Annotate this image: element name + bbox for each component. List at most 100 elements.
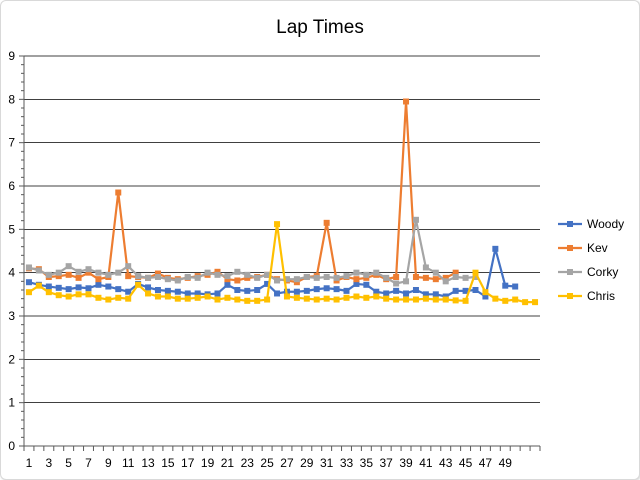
data-point (532, 299, 539, 306)
data-point (125, 295, 132, 302)
y-tick-label: 4 (8, 266, 15, 280)
data-point (403, 278, 410, 285)
data-point (204, 293, 211, 300)
data-point (184, 274, 191, 280)
data-point (482, 293, 489, 300)
data-point (492, 295, 499, 302)
data-point (25, 264, 32, 271)
data-point (492, 245, 499, 252)
data-point (472, 287, 479, 293)
legend-marker (567, 245, 573, 251)
data-point (105, 296, 112, 303)
data-point (154, 270, 161, 277)
x-tick-label: 1 (26, 456, 33, 470)
data-point (115, 269, 122, 276)
data-point (244, 274, 251, 281)
x-tick-label: 23 (241, 456, 255, 470)
data-point (95, 281, 102, 288)
data-point (323, 219, 330, 226)
data-point (125, 263, 132, 270)
data-point (502, 297, 509, 304)
data-point (293, 276, 300, 283)
data-point (145, 290, 152, 297)
data-point (55, 269, 62, 276)
x-tick-label: 15 (161, 456, 175, 470)
data-point (244, 271, 251, 278)
data-point (224, 281, 231, 288)
x-tick-label: 3 (45, 456, 52, 470)
data-point (154, 274, 161, 280)
data-point (35, 282, 42, 289)
data-point (452, 269, 459, 276)
data-point (105, 271, 112, 278)
data-point (323, 285, 330, 292)
y-tick-label: 0 (8, 439, 15, 453)
x-tick-label: 39 (399, 456, 413, 470)
data-point (353, 293, 360, 300)
legend-label: Chris (587, 289, 615, 303)
data-point (145, 284, 152, 291)
data-point (412, 296, 419, 303)
data-point (244, 297, 251, 304)
data-point (234, 287, 241, 293)
legend-marker (567, 293, 573, 299)
data-point (373, 293, 380, 300)
data-point (462, 297, 469, 304)
data-point (343, 294, 350, 301)
data-point (313, 274, 320, 281)
data-point (442, 278, 449, 285)
y-tick-label: 1 (8, 396, 15, 410)
data-point (452, 287, 459, 294)
series-line (28, 100, 457, 284)
data-point (432, 296, 439, 303)
data-point (363, 281, 370, 288)
data-point (55, 273, 62, 280)
data-point (432, 276, 439, 283)
data-point (154, 293, 161, 300)
data-point (264, 271, 271, 278)
legend-label: Corky (587, 265, 618, 279)
data-point (452, 274, 459, 280)
data-point (125, 273, 132, 280)
x-tick-label: 25 (260, 456, 274, 470)
data-point (522, 299, 529, 306)
data-point (85, 291, 92, 298)
legend-label: Woody (587, 217, 624, 231)
data-point (95, 269, 102, 276)
data-point (393, 274, 400, 280)
data-point (303, 274, 310, 280)
data-point (412, 287, 419, 293)
data-point (164, 293, 171, 300)
data-point (442, 296, 449, 303)
x-tick-label: 9 (105, 456, 112, 470)
series-chris (25, 221, 539, 306)
y-tick-label: 6 (8, 179, 15, 193)
data-point (313, 296, 320, 303)
data-point (85, 269, 92, 276)
data-point (194, 294, 201, 301)
data-point (333, 286, 340, 293)
data-point (462, 274, 469, 281)
x-tick-label: 19 (201, 456, 215, 470)
data-point (333, 296, 340, 303)
data-point (432, 269, 439, 276)
y-tick-label: 8 (8, 92, 15, 106)
data-point (194, 274, 201, 281)
data-point (264, 280, 271, 287)
data-point (154, 287, 161, 293)
data-point (55, 292, 62, 299)
x-tick-label: 31 (320, 456, 334, 470)
y-tick-label: 7 (8, 136, 15, 150)
chart-title: Lap Times (276, 17, 364, 38)
data-point (293, 288, 300, 295)
y-tick-label: 5 (8, 222, 15, 236)
data-point (55, 284, 62, 291)
data-point (393, 287, 400, 294)
data-point (353, 269, 360, 276)
data-point (65, 286, 72, 293)
data-point (164, 287, 171, 294)
data-point (363, 274, 370, 281)
data-point (135, 273, 142, 280)
series-line (28, 223, 536, 304)
